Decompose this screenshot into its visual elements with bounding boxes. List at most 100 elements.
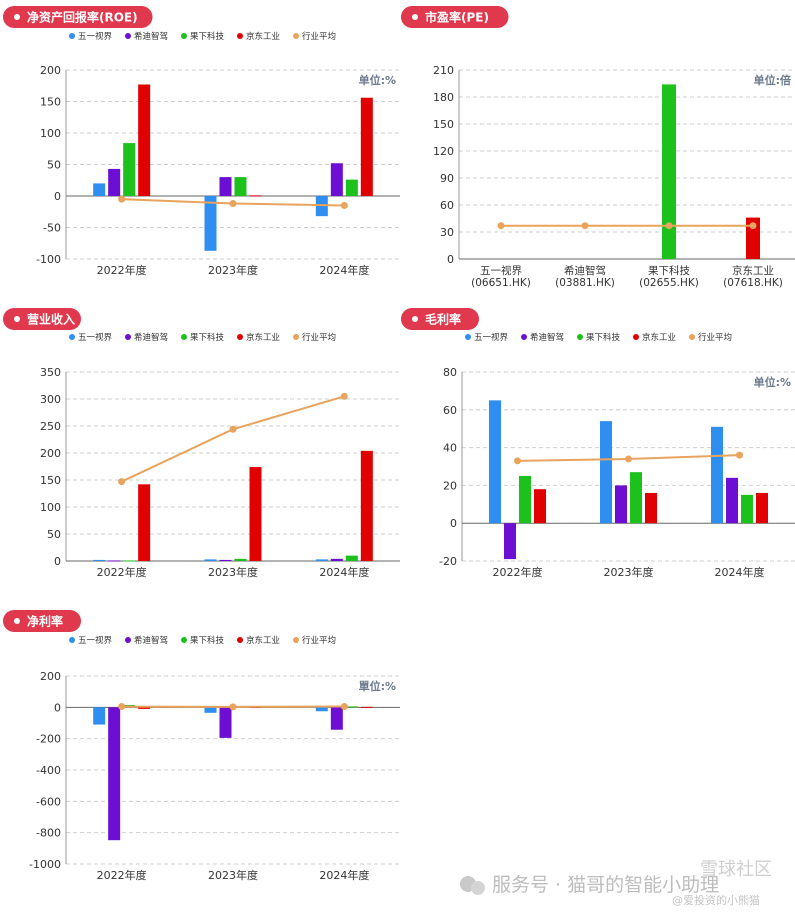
chart-panel: 0 50 100 150 200 250 300 350 2022年度 2023年度 2024年度 五… <box>40 332 400 579</box>
x-tick-label: 2022年度 <box>97 868 147 882</box>
y-tick-label: -400 <box>36 764 61 777</box>
title-badge-dot <box>412 316 418 322</box>
y-tick-label: 150 <box>40 96 61 109</box>
x-tick-label: 2022年度 <box>97 263 147 277</box>
y-tick-label: -800 <box>36 827 61 840</box>
y-tick-label: 100 <box>40 501 61 514</box>
legend-dot <box>181 33 187 39</box>
x-tick-line: (03881.HK) <box>555 277 615 289</box>
legend-item: 五一视界 <box>78 332 113 343</box>
legend-item: 行业平均 <box>302 635 336 646</box>
legend-dot <box>181 637 187 643</box>
legend-item: 京东工业 <box>246 332 280 343</box>
watermark-user: @爱投资的小熊猫 <box>672 893 760 907</box>
bar <box>108 560 121 562</box>
bar <box>726 477 738 524</box>
average-point <box>625 455 632 463</box>
average-point <box>229 703 237 711</box>
bar <box>93 707 106 725</box>
chart-panel: -1000 -800 -600 -400 -200 0 200 單位:% 2022年度 2023年… <box>29 635 400 882</box>
bar <box>249 467 262 561</box>
y-tick-label: -50 <box>43 222 61 235</box>
average-point <box>118 478 126 486</box>
bar <box>519 475 531 524</box>
legend-dot <box>125 334 131 340</box>
y-tick-label: -200 <box>36 733 61 746</box>
average-point <box>229 200 237 208</box>
legend-item: 京东工业 <box>246 635 280 646</box>
x-tick-label: 2023年度 <box>604 565 654 579</box>
y-tick-label: 20 <box>443 479 457 492</box>
x-tick-line: (06651.HK) <box>471 277 531 289</box>
y-tick-label: 150 <box>40 474 61 487</box>
y-tick-label: 60 <box>440 199 454 212</box>
x-tick-line: (07618.HK) <box>723 277 783 289</box>
legend-dot <box>237 33 243 39</box>
average-point <box>581 222 589 230</box>
y-tick-label: 200 <box>40 447 61 460</box>
legend-dot <box>237 637 243 643</box>
y-tick-label: 300 <box>40 393 61 406</box>
title-badge-bg <box>3 610 81 632</box>
legend-item: 行业平均 <box>302 31 336 42</box>
x-tick-label: 京东工业(07618.HK) <box>723 264 783 289</box>
legend-item: 行业平均 <box>698 332 732 343</box>
average-line <box>121 395 345 483</box>
x-tick-line: (02655.HK) <box>639 277 699 289</box>
legend-item: 五一视界 <box>78 31 113 42</box>
y-tick-label: 80 <box>443 366 457 379</box>
x-tick-line: 希迪智驾 <box>564 264 606 277</box>
legend-dot <box>521 334 527 340</box>
legend-item: 五一视界 <box>78 635 113 646</box>
bar <box>204 559 217 561</box>
bar <box>330 163 343 196</box>
y-tick-label: 50 <box>47 528 61 541</box>
bar <box>138 84 151 196</box>
legend-dot <box>181 334 187 340</box>
chart-title: 营业收入 <box>27 312 75 327</box>
bar <box>360 97 373 196</box>
x-tick-label: 2024年度 <box>319 565 369 579</box>
bar <box>534 489 546 524</box>
bar <box>600 421 612 524</box>
x-tick-line: 果下科技 <box>648 264 690 277</box>
title-badge: 净利率 <box>3 610 81 632</box>
legend-item: 希迪智驾 <box>530 332 564 343</box>
bar <box>249 195 262 197</box>
y-tick-label: 0 <box>450 517 457 530</box>
chart-panel: -100 -50 0 50 100 150 200 单位:% 2022年度 2023年度 2024年… <box>36 31 400 277</box>
x-tick-label: 五一视界(06651.HK) <box>471 264 531 289</box>
bar <box>315 559 328 561</box>
average-point <box>340 392 348 400</box>
bar <box>360 450 373 561</box>
legend-item: 京东工业 <box>642 332 676 343</box>
chart-title: 市盈率(PE) <box>425 10 489 25</box>
average-point <box>118 703 126 711</box>
y-tick-label: 210 <box>433 64 454 77</box>
average-point <box>736 451 743 459</box>
y-tick-label: 60 <box>443 404 457 417</box>
y-tick-label: -100 <box>36 253 61 266</box>
x-tick-label: 2022年度 <box>97 565 147 579</box>
bar <box>315 707 328 712</box>
wechat-icon-bubble <box>471 881 485 895</box>
legend-dot <box>577 334 583 340</box>
legend: 五一视界 希迪智驾 果下科技 京东工业 行业平均 <box>69 332 336 343</box>
average-point <box>340 703 348 711</box>
chart-panel: -20 0 20 40 60 80 单位:% 2022年度 2023年度 2024年度 五一视界 希迪… <box>439 332 795 579</box>
x-tick-label: 2023年度 <box>208 565 258 579</box>
legend-dot <box>125 637 131 643</box>
bar <box>123 560 136 562</box>
bar <box>219 707 232 738</box>
chart-title: 净资产回报率(ROE) <box>27 10 138 25</box>
title-badge: 营业收入 <box>3 308 81 330</box>
x-tick-label: 果下科技(02655.HK) <box>639 264 699 289</box>
legend-item: 果下科技 <box>190 635 225 646</box>
legend: 五一视界 希迪智驾 果下科技 京东工业 行业平均 <box>69 635 336 646</box>
bar <box>108 168 121 196</box>
bar <box>345 706 358 708</box>
title-badge-dot <box>14 618 20 624</box>
x-tick-label: 2022年度 <box>493 565 543 579</box>
